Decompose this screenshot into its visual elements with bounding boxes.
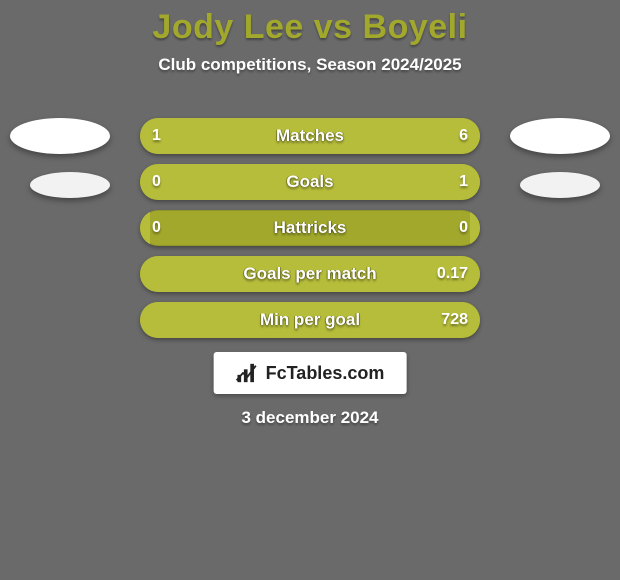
bar-track: 01Goals <box>140 164 480 200</box>
stat-row: 16Matches <box>0 118 620 164</box>
stat-row: 728Min per goal <box>0 302 620 348</box>
page-title: Jody Lee vs Boyeli <box>0 0 620 47</box>
bar-track: 16Matches <box>140 118 480 154</box>
bar-fill-right <box>150 256 480 292</box>
stat-rows: 16Matches 01Goals 0 0Hattricks 0.17Goals per… <box>0 118 620 348</box>
comparison-infographic: Jody Lee vs Boyeli Club competitions, Se… <box>0 0 620 580</box>
bar-fill-left <box>140 210 150 246</box>
stat-row: 01Goals <box>0 164 620 210</box>
bar-value-right: 0 <box>459 210 468 246</box>
stat-row: 0.17Goals per match <box>0 256 620 302</box>
footer-date: 3 december 2024 <box>0 408 620 428</box>
bar-value-left: 0 <box>152 210 161 246</box>
bar-fill-right <box>150 302 480 338</box>
brand-text: FcTables.com <box>266 363 385 384</box>
subtitle: Club competitions, Season 2024/2025 <box>0 55 620 75</box>
bar-fill-left <box>140 164 150 200</box>
stat-row: 0 0Hattricks <box>0 210 620 256</box>
brand-box: FcTables.com <box>214 352 407 394</box>
bar-label: Hattricks <box>140 210 480 246</box>
bar-fill-left <box>140 302 150 338</box>
bar-track: 0.17Goals per match <box>140 256 480 292</box>
bar-track: 0 0Hattricks <box>140 210 480 246</box>
bar-fill-right <box>198 118 480 154</box>
bar-track: 728Min per goal <box>140 302 480 338</box>
bar-fill-right <box>470 210 480 246</box>
bar-fill-left <box>140 256 150 292</box>
bar-chart-icon <box>236 362 258 384</box>
bar-fill-right <box>150 164 480 200</box>
bar-fill-left <box>140 118 198 154</box>
